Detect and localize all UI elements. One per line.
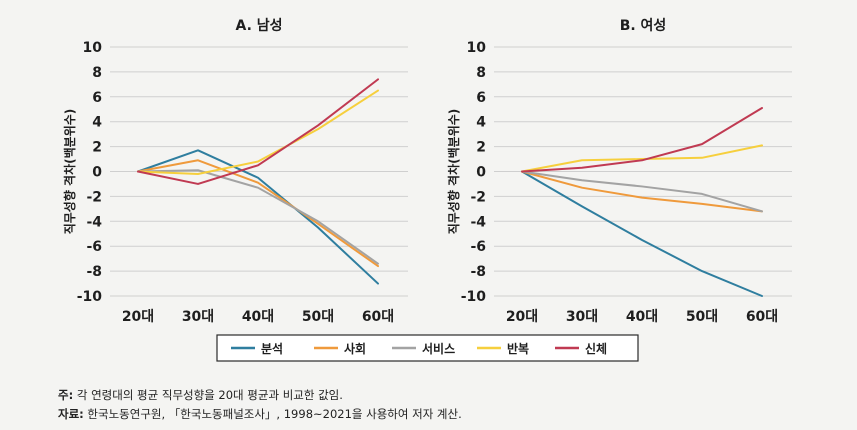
- y-tick-label: 6: [476, 90, 486, 106]
- figure-notes: 주: 각 연령대의 평균 직무성향을 20대 평균과 비교한 값임. 자료: 한…: [58, 386, 462, 424]
- x-tick-label: 50대: [686, 309, 718, 325]
- x-tick-label: 20대: [506, 309, 538, 325]
- x-tick-label: 30대: [182, 309, 214, 325]
- y-axis-label: 직무성향 격차(백분위수): [446, 109, 461, 235]
- x-tick-label: 40대: [626, 309, 658, 325]
- chart-title: A. 남성: [235, 17, 282, 34]
- y-tick-label: 10: [83, 40, 103, 56]
- x-tick-label: 40대: [242, 309, 274, 325]
- y-tick-label: 10: [467, 40, 487, 56]
- legend-label: 사회: [344, 341, 366, 356]
- chart-panel-2: 10 8 6 4 2 0 -2 -4 -6 -8 -10 20대 30대 40대 50대 60대 B. 여성직무…: [446, 17, 792, 325]
- series-line-신체: [521, 107, 763, 173]
- legend-label: 신체: [585, 341, 607, 356]
- legend-item: 신체: [555, 341, 607, 356]
- y-tick-label: -2: [86, 189, 102, 205]
- y-tick-label: 8: [476, 65, 486, 81]
- y-tick-label: 2: [476, 140, 486, 156]
- y-tick-label: 8: [92, 65, 102, 81]
- note-line: 주: 각 연령대의 평균 직무성향을 20대 평균과 비교한 값임.: [58, 386, 462, 405]
- legend-label: 분석: [261, 342, 283, 356]
- y-tick-label: -4: [470, 214, 486, 230]
- chart-panel-1: 10 8 6 4 2 0 -2 -4 -6 -8 -10 20대 30대 40대 50대 60대 A. 남성직무…: [62, 17, 408, 325]
- y-tick-label: -10: [77, 289, 103, 305]
- series-line-반복: [521, 144, 763, 173]
- legend-item: 반복: [477, 341, 529, 356]
- y-tick-label: -8: [86, 264, 102, 280]
- x-tick-label: 60대: [746, 309, 778, 325]
- y-tick-label: 4: [476, 115, 486, 131]
- series-line-사회: [137, 159, 379, 268]
- legend-label: 서비스: [422, 341, 455, 356]
- y-tick-label: 4: [92, 115, 102, 131]
- source-text: 한국노동연구원, 「한국노동패널조사」, 1998~2021을 사용하여 저자 …: [83, 407, 462, 421]
- chart-title: B. 여성: [620, 17, 667, 34]
- y-tick-label: -6: [86, 239, 102, 255]
- note-text: 각 연령대의 평균 직무성향을 20대 평균과 비교한 값임.: [73, 388, 343, 402]
- x-tick-label: 20대: [122, 309, 154, 325]
- legend-item: 서비스: [392, 341, 455, 356]
- series-line-신체: [137, 78, 379, 185]
- y-axis-label: 직무성향 격차(백분위수): [62, 109, 77, 235]
- series-line-서비스: [137, 169, 379, 265]
- y-tick-label: -2: [470, 189, 486, 205]
- y-tick-label: -8: [470, 264, 486, 280]
- series-line-분석: [137, 149, 379, 285]
- x-tick-label: 30대: [566, 309, 598, 325]
- series-line-분석: [521, 170, 763, 297]
- y-tick-label: 2: [92, 140, 102, 156]
- x-tick-label: 50대: [302, 309, 334, 325]
- y-tick-label: -10: [461, 289, 487, 305]
- series-line-서비스: [521, 170, 763, 213]
- y-tick-label: 6: [92, 90, 102, 106]
- series-line-사회: [521, 170, 763, 213]
- note-label: 주:: [58, 388, 74, 402]
- x-tick-label: 60대: [362, 309, 394, 325]
- y-tick-label: 0: [92, 165, 102, 181]
- y-tick-label: -4: [86, 214, 102, 230]
- legend-label: 반복: [507, 341, 529, 356]
- y-tick-label: 0: [476, 165, 486, 181]
- legend-item: 분석: [231, 342, 283, 356]
- source-label: 자료:: [58, 407, 84, 421]
- y-tick-label: -6: [470, 239, 486, 255]
- legend: 분석 사회 서비스 반복 신체: [216, 334, 639, 362]
- series-line-반복: [137, 89, 379, 175]
- source-line: 자료: 한국노동연구원, 「한국노동패널조사」, 1998~2021을 사용하여…: [58, 405, 462, 424]
- legend-item: 사회: [314, 341, 366, 356]
